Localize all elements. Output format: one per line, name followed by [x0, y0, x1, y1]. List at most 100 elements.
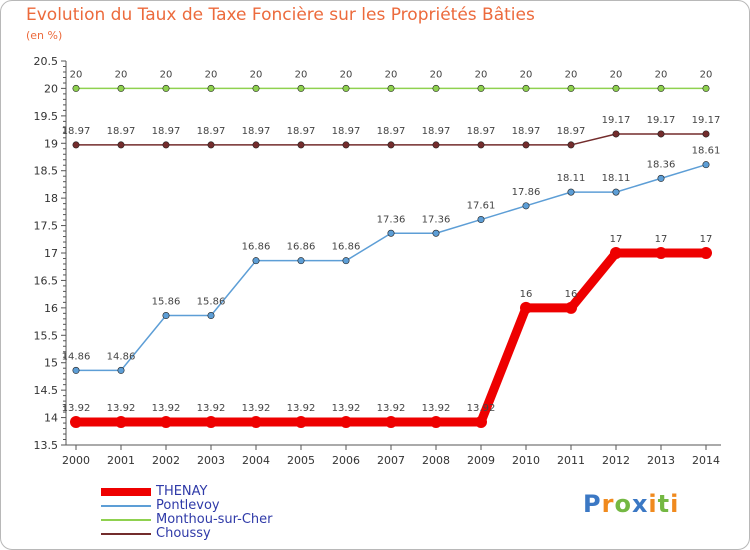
data-label-pontlevoy: 14.86: [107, 351, 136, 362]
data-point-thenay: [430, 415, 442, 428]
logo-letter: r: [601, 490, 615, 518]
x-tick-label: 2006: [332, 454, 360, 467]
legend-label-pontlevoy: Pontlevoy: [156, 498, 220, 513]
data-label-monthou-sur-cher: 20: [250, 69, 263, 80]
logo-letter: o: [614, 490, 632, 518]
data-label-pontlevoy: 18.11: [602, 173, 631, 184]
data-point-pontlevoy: [297, 257, 305, 265]
data-label-thenay: 13.92: [287, 403, 316, 414]
data-label-pontlevoy: 16.86: [242, 242, 271, 253]
data-label-monthou-sur-cher: 20: [655, 69, 668, 80]
data-point-monthou-sur-cher: [117, 84, 125, 92]
data-label-choussy: 18.97: [242, 126, 271, 137]
x-tick-label: 2012: [602, 454, 630, 467]
data-point-monthou-sur-cher: [252, 84, 260, 92]
legend-label-monthou-sur-cher: Monthou-sur-Cher: [156, 512, 273, 527]
data-point-monthou-sur-cher: [567, 84, 575, 92]
data-point-monthou-sur-cher: [342, 84, 350, 92]
data-point-choussy: [432, 141, 440, 149]
data-point-thenay: [70, 415, 82, 428]
data-label-monthou-sur-cher: 20: [340, 69, 353, 80]
data-label-thenay: 17: [700, 234, 713, 245]
data-point-thenay: [205, 415, 217, 428]
data-point-pontlevoy: [432, 229, 440, 237]
y-tick-label: 14.5: [34, 384, 59, 397]
data-point-monthou-sur-cher: [522, 84, 530, 92]
data-label-pontlevoy: 17.36: [377, 214, 406, 225]
data-point-thenay: [610, 247, 622, 259]
data-point-choussy: [252, 141, 260, 149]
data-point-monthou-sur-cher: [72, 84, 80, 92]
data-point-thenay: [295, 415, 307, 428]
data-label-thenay: 17: [655, 234, 668, 245]
data-label-choussy: 18.97: [557, 126, 586, 137]
data-point-choussy: [522, 141, 530, 149]
data-point-pontlevoy: [522, 202, 530, 210]
data-point-monthou-sur-cher: [702, 84, 710, 92]
data-point-thenay: [565, 301, 577, 314]
data-label-pontlevoy: 16.86: [287, 242, 316, 253]
data-point-monthou-sur-cher: [432, 84, 440, 92]
data-label-monthou-sur-cher: 20: [295, 69, 308, 80]
data-point-choussy: [387, 141, 395, 149]
data-label-pontlevoy: 15.86: [197, 297, 226, 308]
data-label-choussy: 18.97: [422, 126, 451, 137]
data-label-pontlevoy: 17.36: [422, 214, 451, 225]
data-label-choussy: 18.97: [467, 126, 496, 137]
data-label-choussy: 19.17: [692, 115, 721, 126]
data-label-monthou-sur-cher: 20: [475, 69, 488, 80]
data-point-choussy: [207, 141, 215, 149]
x-tick-label: 2013: [647, 454, 675, 467]
data-label-pontlevoy: 16.86: [332, 242, 361, 253]
legend-swatch-pontlevoy: [101, 505, 151, 507]
data-point-pontlevoy: [612, 188, 620, 196]
data-label-monthou-sur-cher: 20: [700, 69, 713, 80]
data-label-thenay: 13.92: [62, 403, 91, 414]
data-point-monthou-sur-cher: [612, 84, 620, 92]
data-point-choussy: [702, 130, 710, 138]
data-label-pontlevoy: 18.36: [647, 159, 676, 170]
data-label-monthou-sur-cher: 20: [610, 69, 623, 80]
data-point-thenay: [160, 415, 172, 428]
y-tick-label: 18.5: [34, 165, 59, 178]
data-label-monthou-sur-cher: 20: [565, 69, 578, 80]
data-point-monthou-sur-cher: [162, 84, 170, 92]
data-label-pontlevoy: 15.86: [152, 297, 181, 308]
data-point-monthou-sur-cher: [207, 84, 215, 92]
data-label-thenay: 13.92: [467, 403, 496, 414]
x-tick-label: 2007: [377, 454, 405, 467]
data-label-choussy: 18.97: [332, 126, 361, 137]
legend-swatch-thenay: [101, 488, 151, 496]
logo-letter: t: [657, 490, 671, 518]
data-label-choussy: 19.17: [602, 115, 631, 126]
data-label-monthou-sur-cher: 20: [70, 69, 83, 80]
data-label-pontlevoy: 18.11: [557, 173, 586, 184]
data-label-monthou-sur-cher: 20: [115, 69, 128, 80]
legend-swatch-choussy: [101, 533, 151, 535]
chart-title: Evolution du Taux de Taxe Foncière sur l…: [26, 5, 535, 25]
y-axis-unit-label: (en %): [26, 29, 63, 42]
x-tick-label: 2010: [512, 454, 540, 467]
data-point-choussy: [612, 130, 620, 138]
y-tick-label: 19.5: [34, 110, 59, 123]
y-tick-label: 17.5: [34, 220, 59, 233]
data-point-monthou-sur-cher: [387, 84, 395, 92]
data-label-pontlevoy: 18.61: [692, 146, 721, 157]
data-label-thenay: 16: [565, 289, 578, 300]
data-label-choussy: 18.97: [62, 126, 91, 137]
data-label-thenay: 13.92: [377, 403, 406, 414]
data-label-thenay: 13.92: [107, 403, 136, 414]
x-tick-label: 2008: [422, 454, 450, 467]
data-point-thenay: [250, 415, 262, 428]
data-point-choussy: [567, 141, 575, 149]
data-label-monthou-sur-cher: 20: [205, 69, 218, 80]
data-point-monthou-sur-cher: [297, 84, 305, 92]
x-tick-label: 2003: [197, 454, 225, 467]
data-label-thenay: 13.92: [197, 403, 226, 414]
y-tick-label: 14: [44, 412, 58, 425]
data-point-choussy: [162, 141, 170, 149]
series-line-pontlevoy: [75, 163, 707, 372]
data-label-thenay: 13.92: [332, 403, 361, 414]
data-point-choussy: [342, 141, 350, 149]
